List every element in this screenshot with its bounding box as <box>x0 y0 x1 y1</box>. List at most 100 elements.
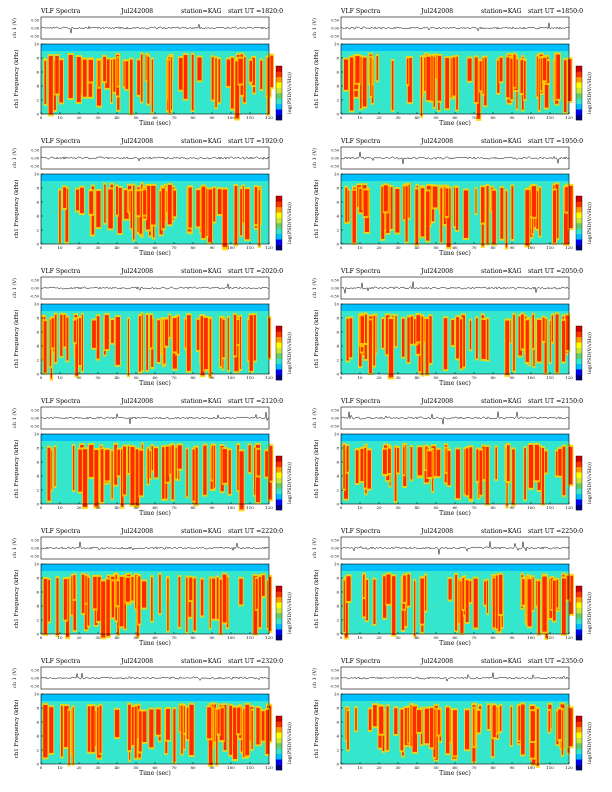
panel-station: station=KAG <box>481 8 522 15</box>
y-tick-label: 0 <box>336 242 339 247</box>
x-tick-label: 10 <box>357 635 363 640</box>
burst-mark <box>459 319 463 369</box>
x-tick-label: 110 <box>546 375 554 380</box>
colorbar-label: log(PSD(V/√Hz)) <box>586 592 593 634</box>
x-tick-label: 80 <box>190 505 196 510</box>
colorbar-swatch <box>576 336 582 343</box>
x-tick-label: 110 <box>546 635 554 640</box>
x-tick-label: 20 <box>376 245 382 250</box>
x-tick-label: 20 <box>376 115 382 120</box>
burst-mark <box>186 707 189 740</box>
burst-mark <box>406 58 409 85</box>
burst-mark <box>363 190 368 217</box>
burst-mark <box>455 574 458 631</box>
burst-mark <box>265 451 268 477</box>
burst-mark <box>407 707 409 743</box>
burst-mark <box>208 189 213 243</box>
burst-mark <box>56 578 59 636</box>
burst-mark <box>513 314 515 371</box>
waveform-tick-label: 0.00 <box>331 157 339 161</box>
spectrogram-upper-band <box>341 44 569 51</box>
burst-mark <box>549 321 551 362</box>
x-tick-label: 20 <box>76 505 82 510</box>
waveform-tick-label: 0.50 <box>331 669 339 673</box>
x-tick-label: 50 <box>133 115 139 120</box>
panel-svg: VLF Spectra Jul242008 station=KAG start UT … <box>11 658 293 777</box>
burst-mark <box>524 61 526 99</box>
panel-start-time: start UT =2020:0 <box>228 268 283 275</box>
colorbar-swatch <box>276 66 282 72</box>
colorbar-swatch <box>276 504 282 511</box>
x-tick-label: 100 <box>227 375 235 380</box>
y-tick-label: 4 <box>336 604 339 609</box>
x-tick-label: 50 <box>133 375 139 380</box>
panel-date: Jul242008 <box>420 658 453 665</box>
burst-mark <box>537 581 540 634</box>
burst-mark <box>492 190 496 244</box>
colorbar-swatch <box>576 726 582 733</box>
burst-mark <box>87 578 90 626</box>
x-tick-label: 100 <box>527 765 535 770</box>
waveform-tick-label: 0.50 <box>331 279 339 283</box>
burst-mark <box>222 574 227 623</box>
panel-station: station=KAG <box>481 138 522 145</box>
x-tick-label: 30 <box>395 375 401 380</box>
spectrogram-upper-band <box>341 434 569 441</box>
y-tick-label: 6 <box>36 720 39 725</box>
waveform-tick-label: -0.50 <box>30 165 39 169</box>
burst-mark <box>409 316 414 344</box>
burst-mark <box>565 187 570 212</box>
x-axis-label: Time (sec) <box>439 380 471 387</box>
colorbar-swatch <box>276 336 282 343</box>
colorbar-swatch <box>576 472 582 478</box>
x-tick-label: 120 <box>265 115 273 120</box>
burst-mark <box>469 447 473 499</box>
burst-mark <box>373 705 377 727</box>
burst-mark <box>84 575 89 603</box>
panel-svg: VLF Spectra Jul242008 station=KAG start UT … <box>11 528 293 647</box>
x-tick-label: 10 <box>57 635 63 640</box>
burst-mark <box>551 315 553 342</box>
burst-mark <box>445 188 449 217</box>
waveform-trace <box>40 156 270 162</box>
x-tick-label: 20 <box>376 505 382 510</box>
y-axis-label: ch1 Frequency (kHz) <box>313 570 320 629</box>
y-tick-label: 8 <box>36 446 39 451</box>
x-tick-label: 20 <box>76 115 82 120</box>
burst-mark <box>251 710 253 749</box>
burst-mark <box>479 450 483 495</box>
burst-mark <box>209 578 211 628</box>
panel-start-time: start UT =2250:0 <box>528 528 583 535</box>
colorbar-swatch <box>276 721 282 728</box>
x-tick-label: 50 <box>433 635 439 640</box>
burst-mark <box>115 317 120 365</box>
x-tick-label: 120 <box>565 115 573 120</box>
colorbar-swatch <box>276 233 282 240</box>
burst-mark <box>63 187 67 208</box>
x-tick-label: 0 <box>340 505 343 510</box>
burst-mark <box>563 60 567 113</box>
x-tick-label: 50 <box>433 245 439 250</box>
y-tick-label: 8 <box>336 576 339 581</box>
waveform-tick-label: -0.50 <box>330 425 339 429</box>
burst-mark <box>168 315 171 337</box>
burst-mark <box>172 318 177 352</box>
burst-mark <box>562 446 566 496</box>
x-tick-label: 40 <box>414 115 420 120</box>
spectrogram-panel: VLF Spectra Jul242008 station=KAG start UT … <box>306 264 606 392</box>
x-axis-label: Time (sec) <box>139 120 171 127</box>
colorbar-swatch <box>276 239 282 245</box>
x-tick-label: 70 <box>171 505 177 510</box>
burst-mark <box>402 318 405 357</box>
burst-mark <box>475 188 477 214</box>
burst-mark <box>426 56 431 101</box>
panel-svg: VLF Spectra Jul242008 station=KAG start UT … <box>311 268 593 387</box>
waveform-frame <box>340 276 570 300</box>
colorbar-swatch <box>576 586 582 592</box>
burst-mark <box>183 55 188 99</box>
burst-mark <box>256 449 261 476</box>
colorbar-swatch <box>276 629 282 635</box>
waveform-trace <box>40 541 270 552</box>
panel-title: VLF Spectra <box>40 658 81 665</box>
burst-mark <box>383 576 387 618</box>
